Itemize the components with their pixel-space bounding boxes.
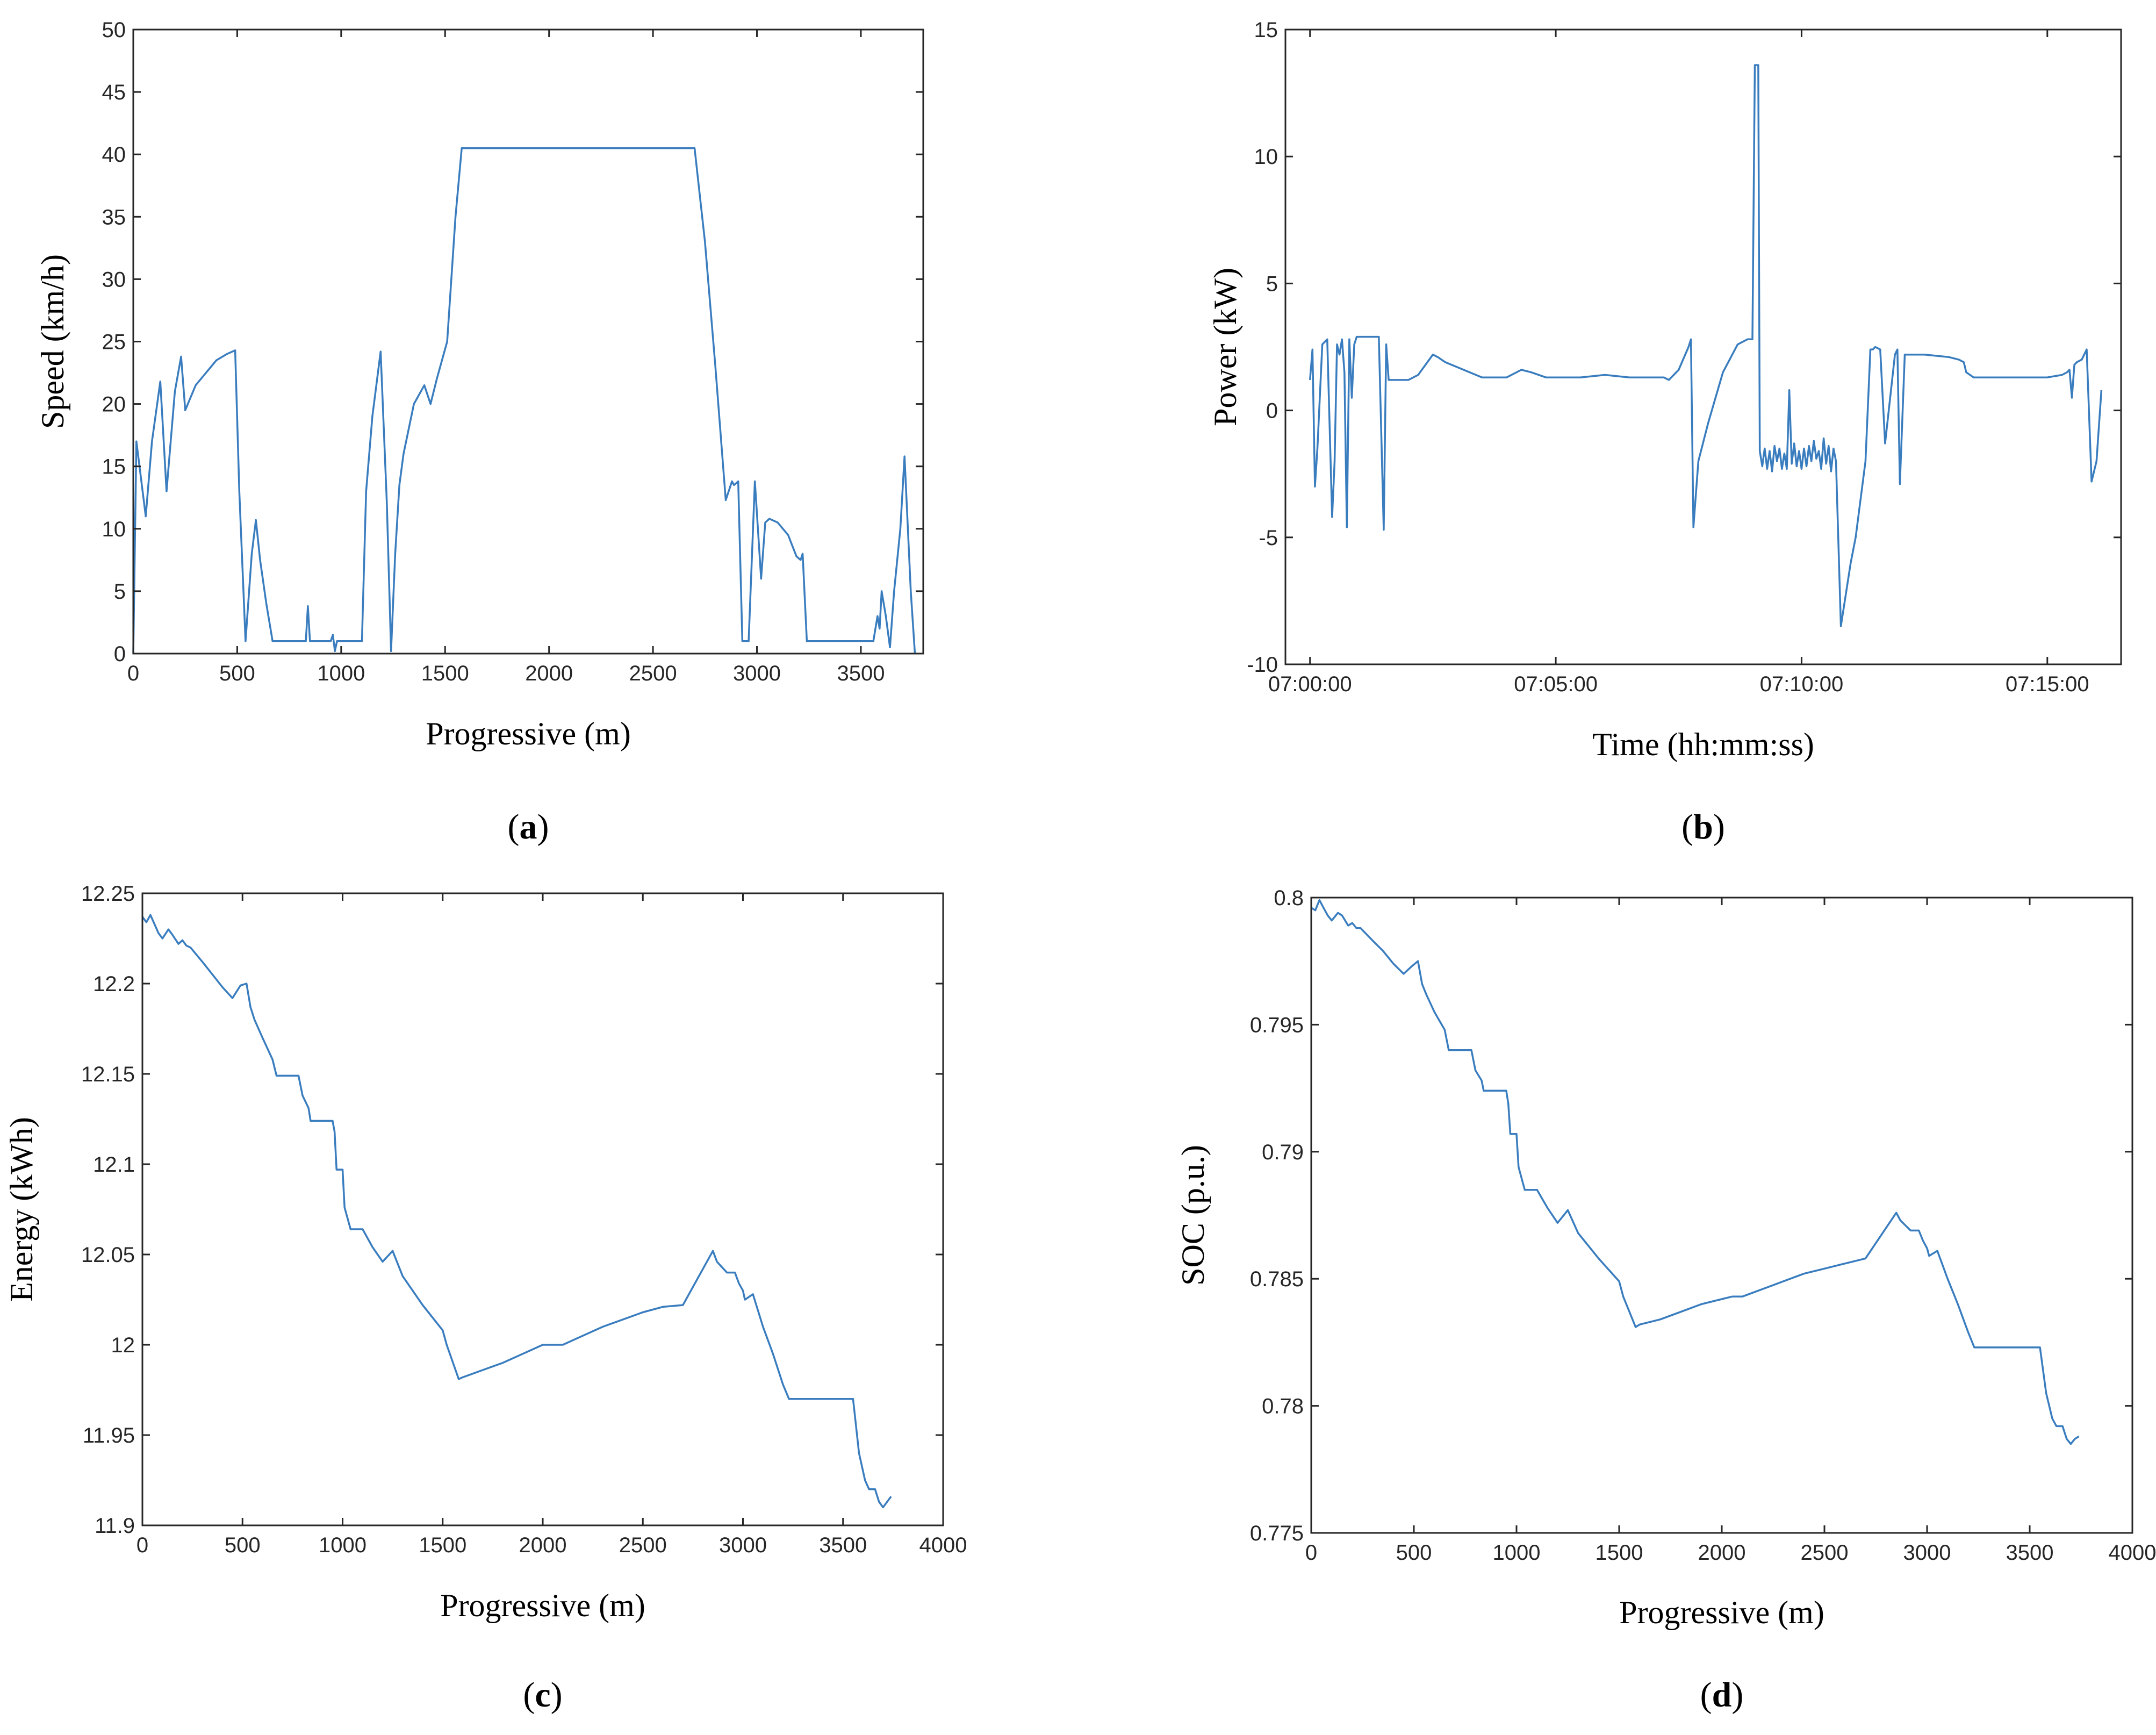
series-line-d [1311, 899, 2080, 1445]
chart-panel-d: 0 500 1000 1500 2000 2500 3000 3500 4000 0.775 0.7… [1175, 886, 2156, 1715]
x-tick-label-d: 3500 [2006, 1541, 2054, 1565]
panel-label-b: (b) [1681, 807, 1725, 847]
y-axis-label-a: Speed (km/h) [35, 254, 70, 429]
x-tick-label-a: 2000 [525, 662, 573, 685]
y-axis-label-c: Energy (kWh) [4, 1117, 39, 1302]
x-tick-label-d: 2500 [1801, 1541, 1849, 1565]
x-tick-label-c: 3500 [819, 1533, 867, 1557]
y-tick-label-a: 20 [102, 393, 126, 417]
panel-label-a: (a) [508, 807, 549, 847]
series-line-c [141, 914, 892, 1509]
x-tick-label-d: 1500 [1596, 1541, 1643, 1565]
panel-label-letter-c: c [535, 1675, 550, 1715]
x-tick-label-a: 3500 [837, 662, 885, 685]
x-tick-label-b: 07:15:00 [2006, 672, 2089, 696]
y-tick-label-b: -5 [1259, 526, 1278, 550]
y-tick-label-c: 12.15 [81, 1063, 135, 1086]
y-tick-label-b: 0 [1266, 399, 1278, 423]
x-tick-label-c: 0 [136, 1533, 148, 1557]
y-tick-label-c: 12.25 [81, 882, 135, 906]
y-tick-label-d: 0.79 [1262, 1141, 1304, 1164]
y-tick-label-a: 15 [102, 455, 126, 479]
x-tick-label-b: 07:00:00 [1268, 672, 1352, 696]
y-tick-label-b: -10 [1247, 653, 1278, 677]
y-tick-label-d: 0.785 [1250, 1267, 1304, 1291]
y-tick-label-c: 11.9 [95, 1514, 135, 1538]
x-tick-label-d: 500 [1396, 1541, 1432, 1565]
x-tick-label-c: 1500 [419, 1533, 466, 1557]
x-tick-label-d: 2000 [1698, 1541, 1746, 1565]
x-axis-label-b: Time (hh:mm:ss) [1592, 727, 1814, 762]
panel-label-letter-b: b [1693, 807, 1713, 847]
y-tick-label-a: 10 [102, 518, 126, 541]
y-tick-label-d: 0.775 [1250, 1522, 1304, 1545]
y-tick-label-b: 5 [1266, 272, 1278, 296]
y-tick-label-b: 10 [1254, 145, 1278, 169]
x-axis-label-d: Progressive (m) [1619, 1595, 1824, 1630]
x-tick-label-d: 0 [1305, 1541, 1317, 1565]
x-tick-label-a: 3000 [733, 662, 781, 685]
y-axis-label-d: SOC (p.u.) [1175, 1145, 1211, 1286]
x-tick-label-d: 4000 [2109, 1541, 2156, 1565]
x-tick-label-d: 1000 [1493, 1541, 1541, 1565]
x-tick-label-c: 2500 [619, 1533, 667, 1557]
y-tick-label-a: 50 [102, 18, 126, 42]
series-line-a [132, 147, 916, 654]
x-axis-label-a: Progressive (m) [426, 716, 631, 751]
y-tick-label-a: 35 [102, 205, 126, 229]
y-tick-label-a: 40 [102, 143, 126, 167]
panel-label-d: (d) [1700, 1675, 1744, 1715]
y-axis-label-b: Power (kW) [1208, 268, 1243, 426]
y-tick-label-c: 11.95 [83, 1424, 135, 1447]
x-tick-label-d: 3000 [1903, 1541, 1951, 1565]
y-tick-label-c: 12.2 [93, 972, 135, 996]
panel-label-c: (c) [523, 1675, 562, 1715]
x-tick-label-c: 2000 [519, 1533, 567, 1557]
axes-box-b [1284, 28, 2122, 665]
y-tick-label-a: 0 [114, 642, 126, 666]
panel-label-letter-a: a [520, 807, 537, 847]
y-tick-label-c: 12.1 [93, 1153, 135, 1177]
chart-panel-b: 07:00:00 07:05:00 07:10:00 07:15:00 -10 -5 0 5 1… [1208, 18, 2122, 847]
y-tick-label-a: 45 [102, 81, 126, 104]
y-tick-label-a: 25 [102, 331, 126, 354]
x-tick-label-b: 07:10:00 [1760, 672, 1844, 696]
x-tick-label-c: 500 [225, 1533, 261, 1557]
panel-label-letter-d: d [1712, 1675, 1732, 1715]
y-tick-label-d: 0.795 [1250, 1013, 1304, 1037]
chart-panel-a: 0 500 1000 1500 2000 2500 3000 3500 0 5 10 15 20 25 30… [35, 18, 924, 847]
x-tick-label-c: 1000 [319, 1533, 366, 1557]
x-tick-label-b: 07:05:00 [1514, 672, 1598, 696]
y-tick-label-a: 5 [114, 580, 126, 604]
x-axis-label-c: Progressive (m) [440, 1588, 645, 1623]
x-tick-label-a: 0 [127, 662, 139, 685]
x-tick-label-c: 3000 [719, 1533, 767, 1557]
x-tick-label-a: 1000 [317, 662, 365, 685]
y-tick-label-d: 0.8 [1274, 886, 1304, 910]
y-tick-label-c: 12.05 [81, 1243, 135, 1267]
y-tick-label-c: 12 [111, 1333, 135, 1357]
x-tick-label-a: 1500 [421, 662, 469, 685]
y-tick-label-d: 0.78 [1262, 1395, 1304, 1418]
series-line-b [1309, 64, 2103, 627]
x-tick-label-a: 500 [219, 662, 255, 685]
y-tick-label-a: 30 [102, 268, 126, 291]
x-tick-label-a: 2500 [629, 662, 677, 685]
y-tick-label-b: 15 [1254, 18, 1278, 42]
chart-panel-c: 0 500 1000 1500 2000 2500 3000 3500 4000 11.9 11.9… [4, 882, 967, 1715]
x-tick-label-c: 4000 [919, 1533, 967, 1557]
